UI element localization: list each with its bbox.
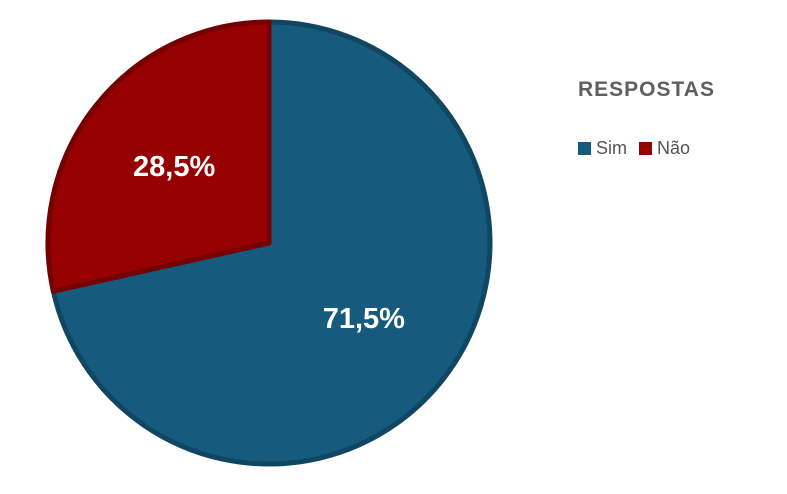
pie-slice-labels: 71,5% 28,5% <box>133 151 405 335</box>
legend: RESPOSTAS Sim Não <box>578 76 768 158</box>
legend-title: RESPOSTAS <box>578 78 715 101</box>
pie-slices <box>45 19 493 467</box>
legend-label-nao: Não <box>657 138 691 158</box>
legend-item-nao[interactable]: Não <box>639 138 690 158</box>
pie-slice-sim[interactable] <box>50 19 493 467</box>
data-label-sim: 71,5% <box>323 303 405 335</box>
legend-swatch-nao <box>639 141 652 155</box>
pie-slice-nao[interactable] <box>45 19 272 294</box>
legend-item-sim[interactable]: Sim <box>578 138 627 158</box>
data-label-nao: 28,5% <box>133 151 215 183</box>
legend-swatch-sim <box>578 141 591 155</box>
legend-label-sim: Sim <box>596 138 627 158</box>
legend-items: Sim Não <box>578 138 768 158</box>
